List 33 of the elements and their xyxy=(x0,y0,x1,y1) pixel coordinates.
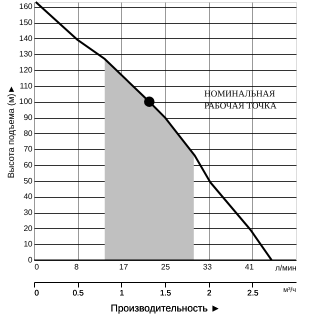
x2-tick-label: 33 xyxy=(202,262,212,272)
y-tick-label: 0 xyxy=(28,256,34,264)
y-tick-label: 130 xyxy=(19,50,34,59)
y-tick-label: 160 xyxy=(19,2,34,12)
x2-axis-title: л/мин xyxy=(275,264,296,272)
y-tick-label: 140 xyxy=(19,34,34,43)
y-tick-label: 30 xyxy=(24,208,34,218)
y-tick-label: 90 xyxy=(24,113,34,122)
y-tick-label: 70 xyxy=(24,144,34,154)
x2-tick-label: 0 xyxy=(34,262,40,272)
y-tick-label: 80 xyxy=(24,128,34,138)
y-tick-label: 60 xyxy=(24,160,34,170)
x-tick-label: 1 xyxy=(120,288,125,298)
x-axis-title: Производительность ► xyxy=(110,304,220,314)
x-tick-label: 2.5 xyxy=(247,288,259,298)
x2-tick-label: 17 xyxy=(119,262,129,272)
x2-tick-label: 25 xyxy=(161,262,170,272)
y-axis-title: Высота подъема (м)► xyxy=(6,84,16,178)
y-tick-label: 120 xyxy=(19,66,34,75)
y-tick-label: 40 xyxy=(24,192,34,202)
y-tick-label: 20 xyxy=(24,224,34,233)
y-tick-label: 100 xyxy=(19,97,34,106)
x-tick-label: 0 xyxy=(34,288,40,298)
x-tick-label: 2 xyxy=(206,288,212,298)
annotation: НОМИНАЛЬНАЯ РАБОЧАЯ ТОЧКА xyxy=(204,88,278,111)
x-tick-label: 0.5 xyxy=(72,288,84,298)
x2-tick-label: 8 xyxy=(74,262,80,272)
y-tick-label: 110 xyxy=(20,81,34,90)
y-tick-label: 150 xyxy=(19,18,34,28)
y-tick-label: 50 xyxy=(24,176,34,186)
x2-tick-label: 41 xyxy=(244,262,254,272)
x-tick-label: 1.5 xyxy=(160,288,172,298)
y-tick-label: 10 xyxy=(24,240,34,249)
